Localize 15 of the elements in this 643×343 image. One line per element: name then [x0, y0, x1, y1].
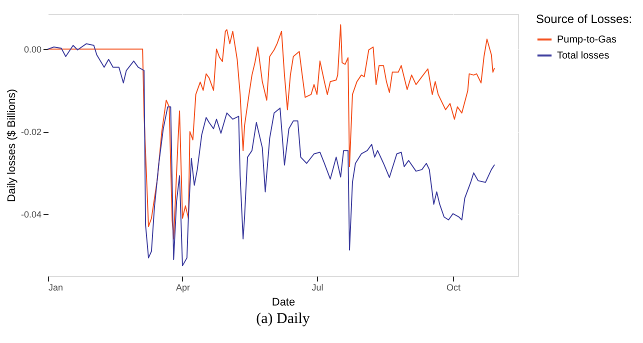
y-tick-label: -0.04	[20, 210, 42, 220]
x-tick-label: Apr	[176, 282, 190, 292]
legend-title: Source of Losses:	[536, 12, 632, 26]
line-series	[48, 43, 495, 266]
y-tick-label: 0.00	[24, 44, 42, 55]
y-axis-title: Daily losses ($ Billions)	[6, 88, 18, 202]
x-tick-label: Jan	[48, 282, 64, 292]
legend-label: Pump-to-Gas	[557, 34, 616, 46]
x-axis-title: Date	[272, 296, 296, 308]
y-tick-label: -0.02	[20, 127, 42, 138]
x-tick-label: Jul	[312, 282, 324, 292]
line-series	[48, 24, 495, 240]
text: (a) Daily	[256, 311, 310, 327]
legend-label: Total losses	[557, 50, 610, 62]
x-tick-label: Oct	[446, 282, 461, 292]
